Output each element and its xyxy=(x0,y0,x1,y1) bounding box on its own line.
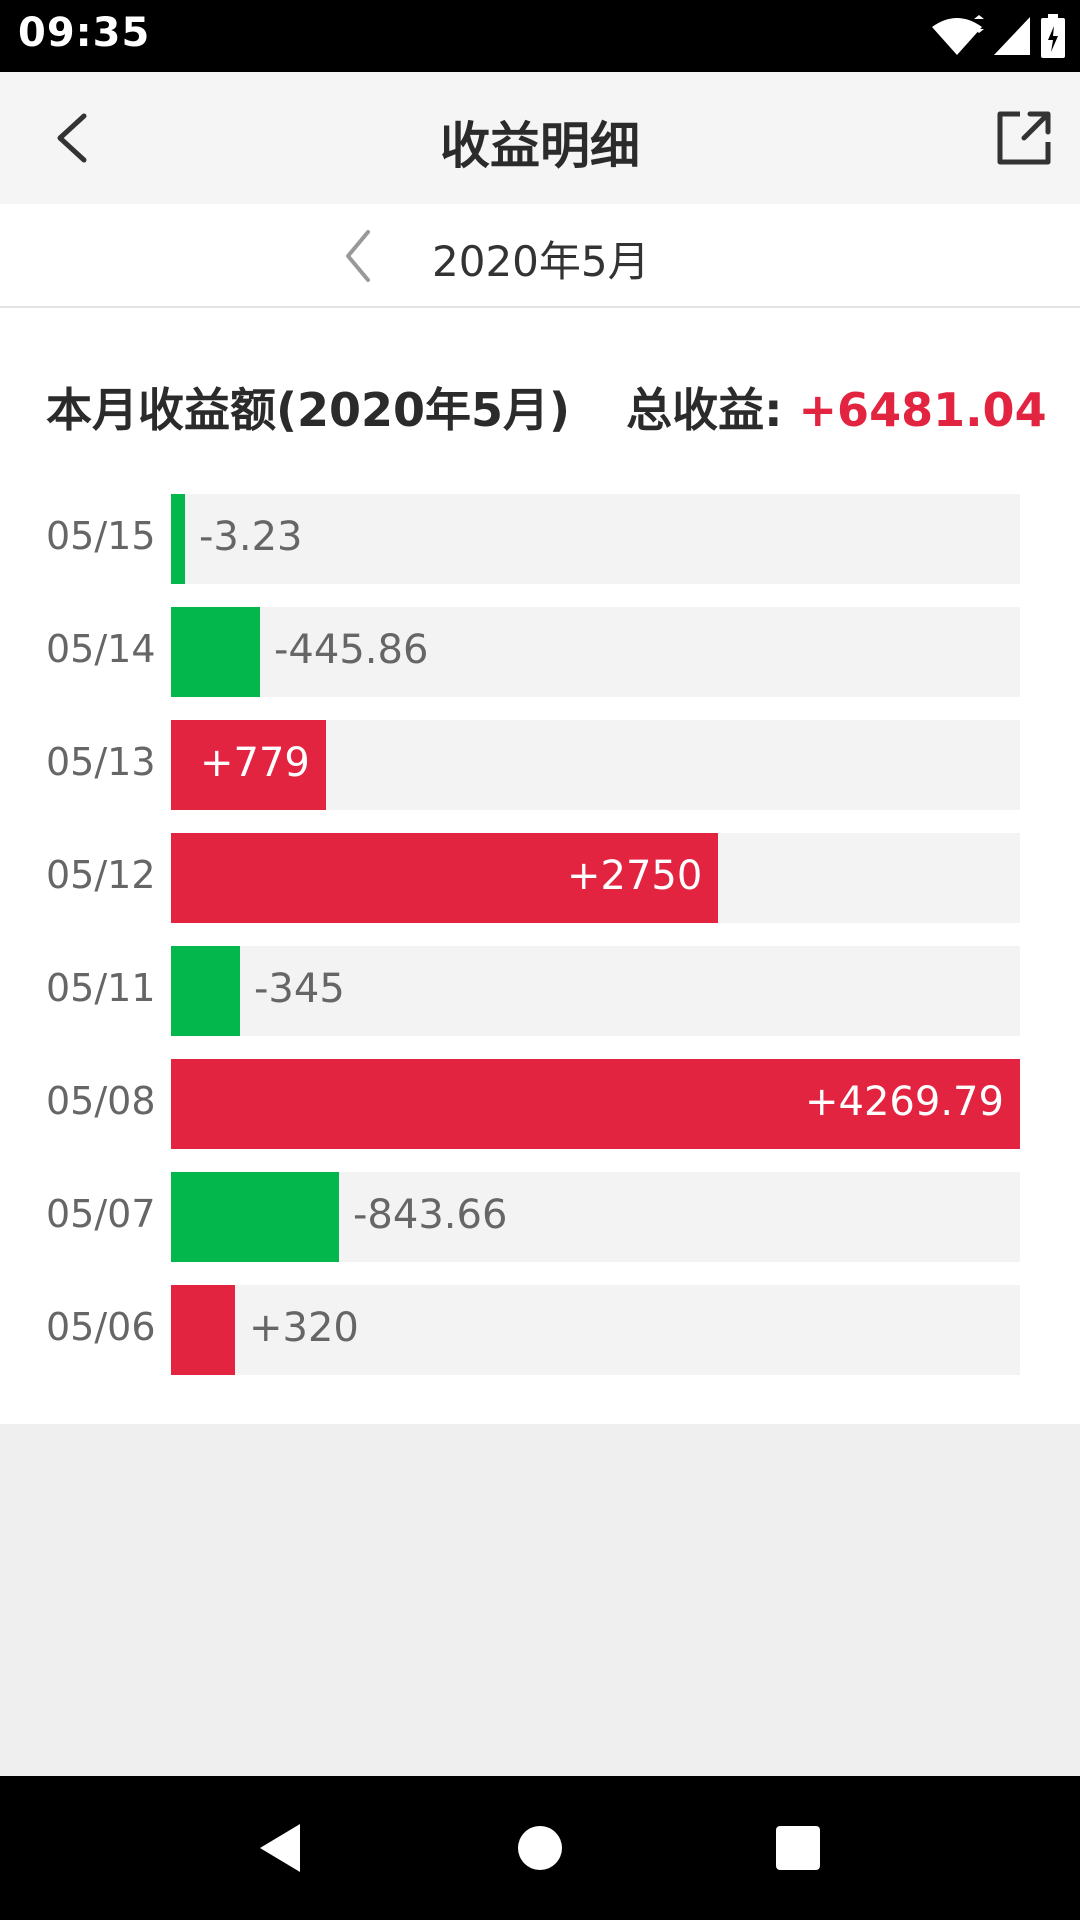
nav-recents-button[interactable] xyxy=(764,1814,832,1882)
row-date: 05/11 xyxy=(46,966,156,1010)
earnings-card: 本月收益额(2020年5月) 总收益: +6481.04 05/15 -3.23 05… xyxy=(0,308,1080,1424)
back-arrow-icon xyxy=(57,113,87,163)
app-bar: 收益明细 xyxy=(0,72,1080,204)
chart-row: 05/14 -445.86 xyxy=(0,607,1080,697)
bar-track: +779 xyxy=(171,720,1020,810)
status-bar: 09:35 xyxy=(0,0,1080,72)
share-button[interactable] xyxy=(992,106,1056,170)
bar-value-label: -445.86 xyxy=(274,627,429,673)
bar-value-label: -843.66 xyxy=(353,1192,508,1238)
status-icons xyxy=(930,12,1066,60)
chart-row: 05/08 +4269.79 xyxy=(0,1059,1080,1149)
chevron-left-icon xyxy=(346,230,370,282)
chart-bar xyxy=(171,1059,1020,1149)
status-time: 09:35 xyxy=(18,10,151,56)
chart-bar xyxy=(171,720,326,810)
nav-back-button[interactable] xyxy=(246,1814,314,1882)
bar-value-label: +779 xyxy=(200,740,310,786)
nav-back-icon xyxy=(260,1824,300,1872)
page-title: 收益明细 xyxy=(440,117,640,175)
bar-value-label: -345 xyxy=(254,966,345,1012)
earnings-summary: 本月收益额(2020年5月) 总收益: +6481.04 xyxy=(46,374,1047,440)
chart-bar xyxy=(171,833,718,923)
bar-track: -445.86 xyxy=(171,607,1020,697)
chart-row: 05/12 +2750 xyxy=(0,833,1080,923)
bar-value-label: +320 xyxy=(249,1305,359,1351)
nav-recents-icon xyxy=(776,1826,820,1870)
bar-track: +2750 xyxy=(171,833,1020,923)
row-date: 05/07 xyxy=(46,1192,156,1236)
bar-value-label: -3.23 xyxy=(199,514,303,560)
bar-track: -3.23 xyxy=(171,494,1020,584)
bar-track: -843.66 xyxy=(171,1172,1020,1262)
chart-row: 05/15 -3.23 xyxy=(0,494,1080,584)
bar-track: -345 xyxy=(171,946,1020,1036)
chart-bar xyxy=(171,1172,339,1262)
chart-row: 05/06 +320 xyxy=(0,1285,1080,1375)
system-nav-bar xyxy=(0,1776,1080,1920)
chart-bar xyxy=(171,494,185,584)
row-date: 05/14 xyxy=(46,627,156,671)
chart-row: 05/13 +779 xyxy=(0,720,1080,810)
bar-value-label: +2750 xyxy=(567,853,703,899)
total-earnings-label: 总收益: xyxy=(626,383,783,437)
row-date: 05/12 xyxy=(46,853,156,897)
wifi-icon xyxy=(932,15,984,55)
bar-track: +320 xyxy=(171,1285,1020,1375)
nav-home-button[interactable] xyxy=(506,1814,574,1882)
bar-value-label: +4269.79 xyxy=(805,1079,1004,1125)
chart-bar xyxy=(171,607,260,697)
prev-month-button[interactable] xyxy=(338,228,378,284)
monthly-earnings-label: 本月收益额(2020年5月) xyxy=(46,383,571,437)
nav-home-icon xyxy=(518,1826,562,1870)
row-date: 05/08 xyxy=(46,1079,156,1123)
signal-icon xyxy=(994,17,1030,55)
chart-row: 05/07 -843.66 xyxy=(0,1172,1080,1262)
month-navigator: 2020年5月 xyxy=(0,204,1080,308)
back-button[interactable] xyxy=(44,106,108,170)
row-date: 05/13 xyxy=(46,740,156,784)
chart-bar xyxy=(171,946,240,1036)
row-date: 05/06 xyxy=(46,1305,156,1349)
row-date: 05/15 xyxy=(46,514,156,558)
chart-row: 05/11 -345 xyxy=(0,946,1080,1036)
chart-bar xyxy=(171,1285,235,1375)
share-icon xyxy=(997,111,1051,165)
bar-track: +4269.79 xyxy=(171,1059,1020,1149)
battery-icon xyxy=(1041,14,1065,58)
current-month: 2020年5月 xyxy=(432,237,650,286)
total-earnings-value: +6481.04 xyxy=(798,383,1047,437)
